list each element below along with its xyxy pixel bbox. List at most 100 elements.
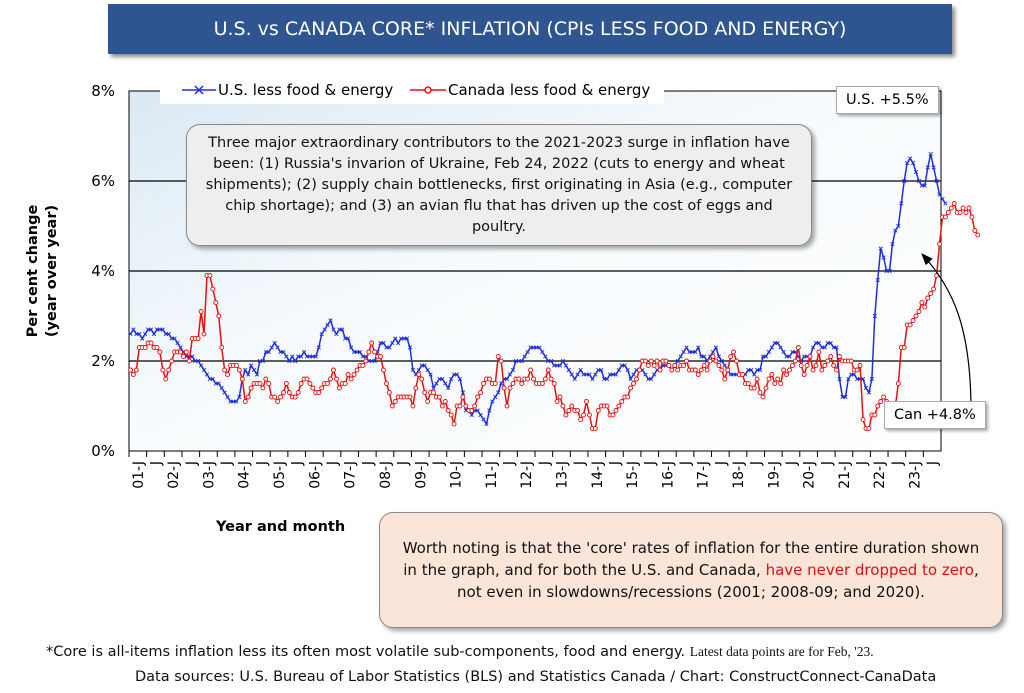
data-point-us (651, 372, 657, 377)
data-point-us (787, 354, 792, 359)
data-point-us (540, 349, 545, 355)
data-point-us (334, 331, 339, 337)
data-point-us (507, 372, 513, 377)
data-point-canada (245, 394, 251, 400)
data-point-canada (492, 381, 498, 386)
x-tick-label: 21-J (837, 461, 853, 489)
x-tick-label: 11-J (484, 461, 500, 489)
data-point-us (404, 336, 410, 341)
data-point-canada (431, 390, 436, 395)
data-point-us (910, 160, 916, 166)
data-point-us (237, 394, 242, 400)
data-point-canada (731, 349, 737, 355)
data-point-canada (866, 426, 872, 431)
data-point-us (696, 345, 701, 350)
data-point-canada (642, 358, 648, 364)
canada-latest-label: Can +4.8% (884, 401, 986, 429)
data-point-us (484, 421, 489, 427)
data-point-canada (672, 363, 678, 368)
data-point-us (922, 183, 927, 188)
data-point-canada (169, 358, 175, 364)
data-point-us (504, 376, 510, 382)
data-point-canada (754, 376, 760, 382)
data-point-us (766, 349, 772, 355)
data-point-canada (778, 381, 784, 386)
data-point-canada (266, 381, 272, 386)
data-point-us (393, 336, 398, 341)
data-point-canada (336, 385, 342, 391)
x-tick-label: J (855, 461, 871, 466)
x-tick-label: J (431, 461, 447, 466)
us-latest-label: U.S. +5.5% (836, 86, 939, 114)
data-point-canada (704, 367, 710, 373)
data-point-us (625, 367, 630, 373)
data-point-canada (392, 399, 398, 404)
data-point-us (298, 354, 304, 359)
x-tick-label: 09-J (413, 461, 429, 489)
data-point-canada (728, 354, 734, 359)
x-tick-label: 06-J (307, 461, 323, 489)
data-point-us (593, 372, 598, 377)
x-tick-label: 19-J (766, 461, 782, 489)
data-point-us (198, 363, 204, 368)
data-point-us (254, 372, 260, 377)
x-tick-label: J (148, 461, 164, 466)
data-point-us (599, 367, 604, 373)
x-tick-label: 14-J (590, 461, 606, 489)
data-point-us (866, 390, 872, 395)
callout-contributors: Three major extraordinary contributors t… (186, 124, 812, 246)
data-point-us (407, 345, 413, 350)
data-point-canada (407, 394, 413, 400)
x-tick-label: J (819, 461, 835, 466)
data-point-canada (210, 286, 216, 292)
data-point-canada (931, 286, 937, 292)
data-point-canada (966, 205, 972, 211)
data-point-canada (386, 390, 392, 395)
x-tick-label: J (184, 461, 200, 466)
data-point-us (313, 354, 318, 359)
data-point-us (843, 394, 848, 400)
data-point-canada (545, 367, 551, 373)
data-point-us (875, 277, 880, 283)
data-point-canada (654, 358, 660, 364)
data-point-canada (828, 354, 834, 359)
data-point-canada (604, 403, 610, 409)
data-point-us (522, 354, 527, 359)
data-point-us (151, 331, 157, 337)
data-point-canada (895, 381, 901, 386)
data-point-canada (910, 318, 916, 323)
data-point-us (219, 385, 224, 391)
data-point-us (510, 367, 516, 373)
y-tick-label: 2% (91, 352, 115, 370)
data-point-us (469, 412, 474, 418)
data-point-canada (648, 358, 654, 364)
data-point-canada (128, 367, 133, 373)
data-point-us (454, 372, 460, 377)
data-point-us (675, 358, 680, 364)
data-point-canada (331, 367, 336, 373)
data-point-canada (242, 399, 248, 404)
data-point-canada (378, 354, 383, 359)
data-point-canada (525, 376, 531, 382)
data-point-us (210, 376, 216, 382)
data-point-canada (501, 385, 507, 391)
data-point-us (148, 327, 154, 332)
data-point-canada (951, 201, 957, 206)
data-point-canada (557, 394, 563, 400)
data-point-canada (881, 394, 887, 400)
data-point-canada (872, 412, 878, 418)
x-tick-label: J (890, 461, 906, 466)
data-point-canada (569, 403, 575, 409)
data-point-canada (163, 376, 169, 382)
data-point-us (422, 363, 427, 368)
data-point-us (160, 327, 165, 332)
data-point-canada (548, 376, 554, 382)
x-tick-label: J (678, 461, 694, 466)
data-point-us (204, 372, 210, 377)
footnote-line: *Core is all-items inflation less its of… (46, 644, 874, 660)
footnote: *Core is all-items inflation less its of… (46, 644, 686, 660)
x-tick-label: J (643, 461, 659, 466)
data-point-canada (913, 313, 919, 319)
x-tick-label: 23-J (908, 461, 924, 489)
data-point-us (902, 178, 907, 184)
